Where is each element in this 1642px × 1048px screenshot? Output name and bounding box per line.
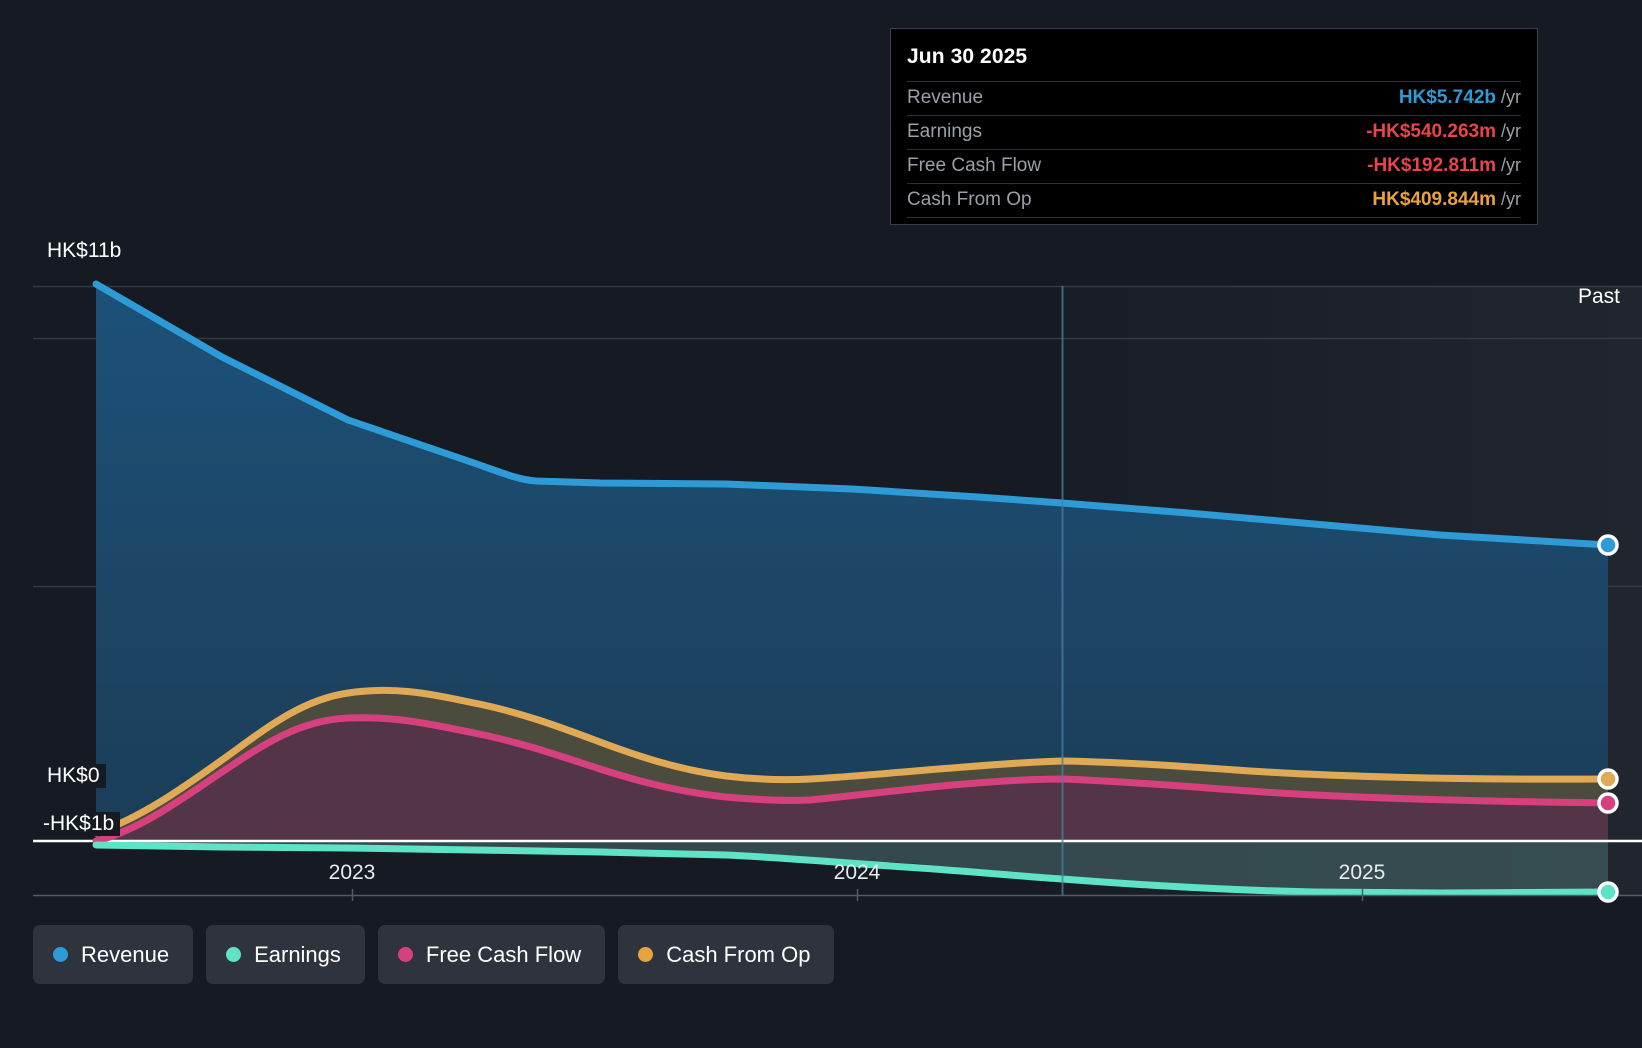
endpoint-marker-freecashflow — [1597, 792, 1619, 814]
x-axis-tick-2023: 2023 — [328, 861, 376, 884]
legend-dot-free-cash-flow-icon — [397, 947, 413, 962]
legend-label-free-cash-flow: Free Cash Flow — [425, 941, 582, 967]
tooltip-unit-cash-from-op: /yr — [1501, 189, 1521, 209]
tooltip-unit-revenue: /yr — [1501, 87, 1521, 107]
tooltip-label-revenue: Revenue — [907, 87, 984, 108]
tooltip-unit-earnings: /yr — [1501, 121, 1521, 141]
endpoint-marker-earnings — [1597, 881, 1619, 903]
series-line-cashfromop — [92, 686, 1612, 837]
tooltip-value-cash-from-op-wrap: HK$409.844m/yr — [1372, 189, 1521, 211]
endpoint-marker-cashfromop — [1597, 768, 1619, 790]
series-area-earnings — [96, 841, 1608, 892]
tooltip-row-earnings: Earnings -HK$540.263m/yr — [907, 115, 1521, 149]
tooltip-value-revenue-wrap: HK$5.742b/yr — [1399, 87, 1521, 109]
tooltip-value-cash-from-op: HK$409.844m — [1372, 189, 1496, 210]
tooltip-value-free-cash-flow: -HK$192.811m — [1367, 155, 1496, 176]
legend-label-cash-from-op: Cash From Op — [666, 941, 811, 967]
series-area-freecashflow — [96, 717, 1608, 841]
legend-label-earnings: Earnings — [254, 941, 341, 967]
tooltip-unit-free-cash-flow: /yr — [1501, 155, 1521, 175]
legend-item-cash-from-op[interactable]: Cash From Op — [618, 925, 835, 984]
endpoint-markers — [1597, 534, 1619, 903]
legend-dot-earnings-icon — [226, 947, 242, 962]
tooltip-footer-divider — [907, 217, 1521, 218]
tooltip-date: Jun 30 2025 — [907, 45, 1028, 68]
tooltip-label-earnings: Earnings — [907, 121, 982, 142]
tooltip-label-free-cash-flow: Free Cash Flow — [907, 155, 1042, 176]
legend-dot-revenue-icon — [53, 947, 68, 962]
endpoint-marker-revenue — [1597, 534, 1619, 556]
legend-item-earnings[interactable]: Earnings — [206, 925, 365, 984]
x-axis-tick-2025: 2025 — [1338, 861, 1386, 884]
x-axis-ticks — [351, 889, 1364, 901]
legend-label-revenue: Revenue — [81, 941, 170, 967]
tooltip-value-earnings: -HK$540.263m — [1366, 121, 1496, 142]
series-line-revenue — [92, 280, 1612, 549]
tooltip-row-revenue: Revenue HK$5.742b/yr — [907, 81, 1521, 115]
legend-dot-cash-from-op-icon — [638, 947, 654, 962]
tooltip-row-free-cash-flow: Free Cash Flow -HK$192.811m/yr — [907, 149, 1521, 183]
chart-legend: Revenue Earnings Free Cash Flow Cash Fro… — [33, 925, 835, 984]
y-axis-label-top: HK$11b — [47, 239, 122, 262]
x-axis-tick-2024: 2024 — [833, 861, 881, 884]
tooltip-value-free-cash-flow-wrap: -HK$192.811m/yr — [1367, 155, 1521, 177]
legend-item-free-cash-flow[interactable]: Free Cash Flow — [377, 925, 606, 984]
chart-tooltip: Jun 30 2025 Revenue HK$5.742b/yr Earning… — [890, 28, 1538, 225]
series-line-freecashflow — [92, 714, 1612, 845]
tooltip-row-cash-from-op: Cash From Op HK$409.844m/yr — [907, 183, 1521, 217]
tooltip-value-revenue: HK$5.742b — [1398, 87, 1496, 108]
y-axis-label-zero: HK$0 — [47, 764, 106, 788]
tooltip-value-earnings-wrap: -HK$540.263m/yr — [1366, 121, 1521, 143]
tooltip-label-cash-from-op: Cash From Op — [907, 189, 1032, 210]
legend-item-revenue[interactable]: Revenue — [33, 925, 194, 984]
past-region-label: Past — [1577, 285, 1620, 308]
series-line-earnings — [92, 841, 1612, 895]
y-axis-label-negative: -HK$1b — [43, 812, 121, 836]
